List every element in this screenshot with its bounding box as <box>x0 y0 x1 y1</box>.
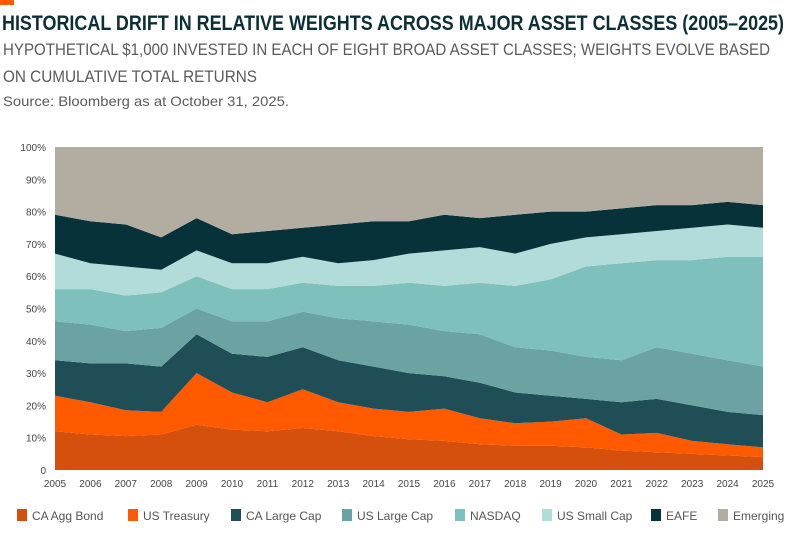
area-nasdaq <box>55 256 763 367</box>
legend-swatch <box>455 509 465 521</box>
stacked-areas <box>55 147 763 470</box>
y-axis: 0 10% 20% 30% 40% 50% 60% 70% 80% 90% 100% <box>20 143 46 477</box>
y-tick-label: 80% <box>26 208 46 219</box>
x-tick-label: 2022 <box>646 479 669 490</box>
chart-subtitle-line-1: HYPOTHETICAL $1,000 INVESTED IN EACH OF … <box>3 40 770 59</box>
legend: CA Agg Bond US Treasury CA Large Cap US Lar… <box>17 509 784 523</box>
area-emerging <box>55 147 763 238</box>
legend-label: EAFE <box>666 509 697 523</box>
chart-subtitle-line-2: ON CUMULATIVE TOTAL RETURNS <box>3 67 257 86</box>
legend-item: US Large Cap <box>342 509 433 523</box>
y-tick-label: 50% <box>26 305 46 316</box>
legend-label: US Large Cap <box>357 509 433 523</box>
x-tick-label: 2017 <box>469 479 492 490</box>
legend-swatch <box>231 509 241 521</box>
x-tick-label: 2019 <box>539 479 562 490</box>
legend-label: CA Agg Bond <box>32 509 103 523</box>
legend-item: US Treasury <box>128 509 210 523</box>
area-us-small-cap <box>55 224 763 296</box>
legend-label: US Small Cap <box>557 509 633 523</box>
y-tick-label: 0 <box>40 466 46 477</box>
x-tick-label: 2023 <box>681 479 704 490</box>
x-tick-label: 2012 <box>292 479 315 490</box>
x-tick-label: 2011 <box>257 479 279 490</box>
area-ca-large-cap <box>55 334 763 448</box>
x-axis: 2005 2006 2007 2008 2009 2010 2011 2012 2013 2014… <box>44 479 775 490</box>
y-tick-label: 20% <box>26 401 46 412</box>
legend-label: CA Large Cap <box>246 509 322 523</box>
x-tick-label: 2006 <box>79 479 102 490</box>
legend-label: NASDAQ <box>470 509 521 523</box>
x-tick-label: 2024 <box>716 479 739 490</box>
x-tick-label: 2025 <box>752 479 775 490</box>
x-tick-label: 2014 <box>362 479 385 490</box>
legend-swatch <box>128 509 138 521</box>
chart-title: HISTORICAL DRIFT IN RELATIVE WEIGHTS ACR… <box>2 12 784 35</box>
x-tick-label: 2021 <box>610 479 633 490</box>
area-us-treasury <box>55 373 763 458</box>
x-tick-label: 2009 <box>185 479 208 490</box>
x-tick-label: 2013 <box>327 479 350 490</box>
x-tick-label: 2020 <box>575 479 598 490</box>
legend-swatch <box>651 509 661 521</box>
chart-source: Source: Bloomberg as at October 31, 2025… <box>3 93 289 109</box>
legend-label: Emerging <box>733 509 784 523</box>
area-us-large-cap <box>55 308 763 416</box>
y-tick-label: 60% <box>26 272 46 283</box>
y-tick-label: 10% <box>26 434 46 445</box>
y-tick-label: 100% <box>20 143 46 154</box>
x-tick-label: 2007 <box>115 479 138 490</box>
x-tick-label: 2008 <box>150 479 173 490</box>
legend-label: US Treasury <box>143 509 210 523</box>
accent-bar <box>0 0 14 5</box>
x-tick-label: 2005 <box>44 479 67 490</box>
y-tick-label: 30% <box>26 369 46 380</box>
area-ca-agg-bond <box>55 424 763 470</box>
y-tick-label: 90% <box>26 175 46 186</box>
area-eafe <box>55 201 763 270</box>
x-tick-label: 2015 <box>398 479 421 490</box>
x-tick-label: 2018 <box>504 479 527 490</box>
legend-item: EAFE <box>651 509 697 523</box>
legend-swatch <box>342 509 352 521</box>
legend-item: Emerging <box>718 509 784 523</box>
x-tick-label: 2010 <box>221 479 244 490</box>
y-tick-label: 40% <box>26 337 46 348</box>
legend-swatch <box>17 509 27 521</box>
x-tick-label: 2016 <box>433 479 456 490</box>
legend-item: CA Large Cap <box>231 509 322 523</box>
legend-swatch <box>718 509 728 521</box>
legend-item: US Small Cap <box>542 509 633 523</box>
legend-item: CA Agg Bond <box>17 509 103 523</box>
legend-swatch <box>542 509 552 521</box>
legend-item: NASDAQ <box>455 509 521 523</box>
y-tick-label: 70% <box>26 240 46 251</box>
